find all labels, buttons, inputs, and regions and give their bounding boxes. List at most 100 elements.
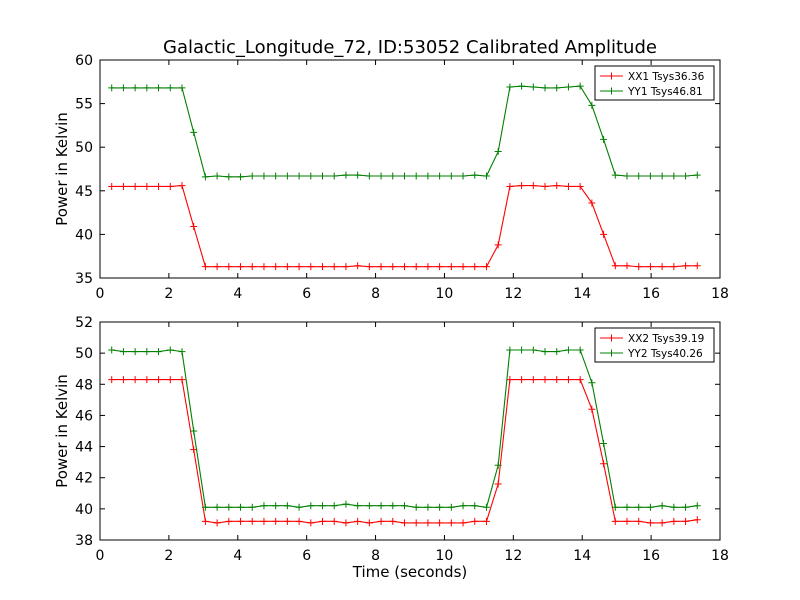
bottom-data-point: [459, 519, 467, 527]
bottom-data-point: [365, 519, 373, 527]
bottom-data-point: [248, 503, 256, 511]
bottom-data-point: [354, 517, 362, 525]
bottom-data-point: [342, 519, 350, 527]
bottom-data-point: [178, 376, 186, 384]
top-x-tick-label: 14: [573, 286, 591, 302]
top-legend-marker: [608, 72, 615, 80]
bottom-data-point: [658, 519, 666, 527]
top-data-point: [600, 230, 608, 238]
top-data-point: [248, 263, 256, 271]
top-data-point: [178, 84, 186, 92]
bottom-x-tick-label: 10: [436, 548, 454, 564]
top-data-point: [307, 172, 315, 180]
bottom-legend-label: YY2 Tsys40.26: [627, 348, 703, 360]
top-data-point: [482, 172, 490, 180]
bottom-legend-marker: [608, 349, 615, 357]
top-data-point: [213, 172, 221, 180]
top-data-point: [635, 263, 643, 271]
top-data-point: [330, 172, 338, 180]
top-data-point: [342, 171, 350, 179]
bottom-data-point: [307, 502, 315, 510]
top-data-point: [131, 84, 139, 92]
top-data-point: [225, 263, 233, 271]
bottom-data-point: [272, 517, 280, 525]
bottom-data-point: [155, 376, 163, 384]
top-data-point: [447, 172, 455, 180]
bottom-series-2: [108, 346, 701, 511]
top-data-point: [365, 172, 373, 180]
top-data-point: [646, 172, 654, 180]
top-data-point: [529, 83, 537, 91]
top-legend: XX1 Tsys36.36 YY1 Tsys46.81: [594, 65, 715, 101]
bottom-data-point: [412, 519, 420, 527]
bottom-legend: XX2 Tsys39.19 YY2 Tsys40.26: [594, 327, 715, 363]
bottom-data-point: [342, 500, 350, 508]
bottom-data-point: [143, 348, 151, 356]
top-data-point: [424, 172, 432, 180]
bottom-data-point: [693, 516, 701, 524]
bottom-data-point: [693, 502, 701, 510]
bottom-data-point: [389, 502, 397, 510]
top-y-tick-label: 45: [75, 184, 93, 200]
bottom-data-point: [658, 502, 666, 510]
bottom-data-point: [506, 376, 514, 384]
top-x-tick-label: 6: [302, 286, 311, 302]
bottom-data-point: [131, 376, 139, 384]
bottom-data-point: [248, 517, 256, 525]
top-data-point: [365, 263, 373, 271]
bottom-data-point: [400, 502, 408, 510]
bottom-data-point: [506, 346, 514, 354]
bottom-data-point: [166, 376, 174, 384]
bottom-data-point: [213, 503, 221, 511]
bottom-axes-frame: [99, 321, 721, 541]
top-legend-label: YY1 Tsys46.81: [627, 86, 703, 98]
top-x-tick-label: 2: [164, 286, 173, 302]
top-data-point: [658, 172, 666, 180]
bottom-x-tick-label: 2: [164, 548, 173, 564]
top-data-point: [553, 182, 561, 190]
bottom-data-point: [553, 376, 561, 384]
top-data-point: [482, 263, 490, 271]
top-y-axis-label: Power in Kelvin: [53, 112, 71, 226]
bottom-data-point: [377, 517, 385, 525]
bottom-data-point: [412, 503, 420, 511]
top-series-2: [108, 82, 701, 181]
top-data-point: [143, 182, 151, 190]
bottom-data-point: [541, 376, 549, 384]
top-data-point: [670, 172, 678, 180]
chart-title: Galactic_Longitude_72, ID:53052 Calibrat…: [163, 37, 657, 58]
top-data-point: [319, 263, 327, 271]
bottom-data-point: [365, 502, 373, 510]
bottom-data-point: [541, 348, 549, 356]
top-data-point: [494, 148, 502, 156]
bottom-data-point: [330, 517, 338, 525]
top-legend-label: XX1 Tsys36.36: [628, 71, 705, 83]
bottom-panel: Power in Kelvin Time (seconds) 0 2 4 6 8 10 12…: [53, 315, 729, 581]
top-x-tick-label: 8: [371, 286, 380, 302]
top-data-point: [541, 182, 549, 190]
top-data-point: [131, 182, 139, 190]
bottom-data-point: [319, 517, 327, 525]
bottom-x-tick-label: 18: [711, 548, 729, 564]
bottom-data-point: [529, 376, 537, 384]
top-data-point: [201, 173, 209, 181]
bottom-data-point: [131, 348, 139, 356]
bottom-data-point: [108, 346, 116, 354]
top-data-point: [354, 171, 362, 179]
bottom-data-point: [471, 502, 479, 510]
bottom-legend-label: XX2 Tsys39.19: [628, 333, 704, 345]
bottom-data-point: [553, 348, 561, 356]
bottom-data-point: [635, 517, 643, 525]
bottom-data-point: [682, 503, 690, 511]
bottom-data-point: [260, 517, 268, 525]
top-data-point: [272, 263, 280, 271]
bottom-data-point: [143, 376, 151, 384]
bottom-x-tick-label: 4: [233, 548, 242, 564]
bottom-y-tick-label: 52: [75, 315, 93, 331]
top-data-point: [201, 263, 209, 271]
bottom-x-tick-label: 6: [302, 548, 311, 564]
top-data-point: [225, 173, 233, 181]
bottom-data-point: [354, 502, 362, 510]
top-data-point: [260, 263, 268, 271]
top-data-point: [623, 172, 631, 180]
